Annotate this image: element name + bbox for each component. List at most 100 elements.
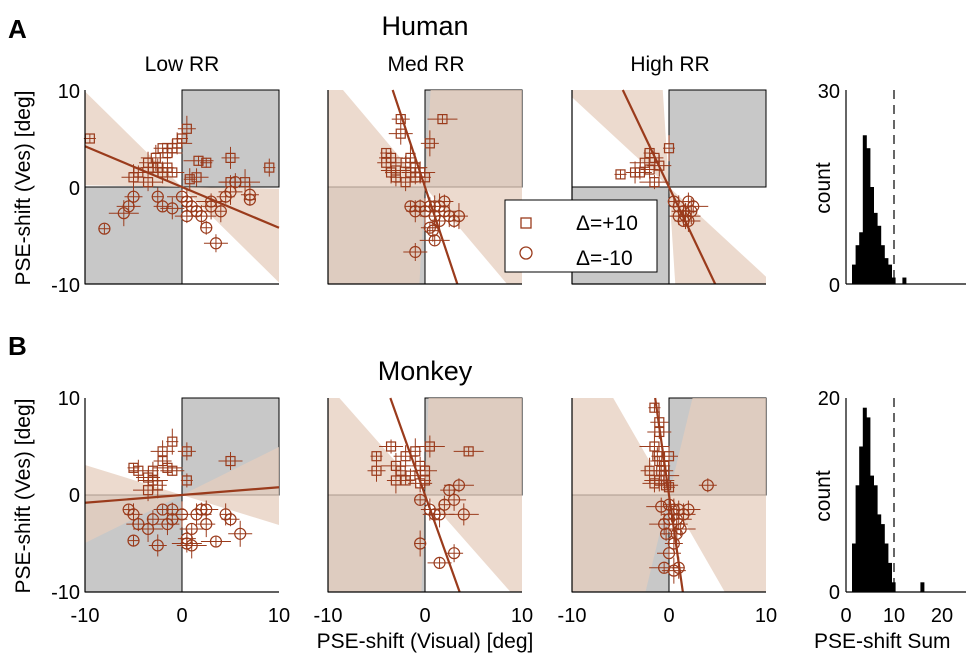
- data-point-plus: [142, 485, 154, 496]
- histogram-bar: [866, 148, 871, 284]
- data-point-minus: [98, 222, 111, 235]
- histogram-bar: [920, 582, 925, 592]
- data-point-minus: [448, 493, 461, 506]
- histogram-bar: [884, 258, 889, 284]
- histogram-bar: [855, 245, 860, 284]
- data-point-minus: [457, 508, 470, 521]
- data-point-minus: [701, 479, 714, 492]
- data-point-minus: [161, 517, 174, 531]
- histogram-bar: [855, 485, 860, 592]
- data-point-minus: [448, 547, 461, 560]
- histogram-bar: [859, 446, 864, 592]
- regression-line: [84, 145, 280, 229]
- data-point-plus: [371, 465, 382, 476]
- y-axis-label-bottom: PSE-shift (Ves) [deg]: [12, 399, 35, 594]
- hist-bot-tick-20: 20: [818, 388, 840, 410]
- tick-bot-yneg10: -10: [51, 582, 80, 604]
- data-point-minus: [452, 479, 466, 492]
- data-point-plus: [410, 172, 421, 183]
- data-point-minus: [151, 190, 164, 203]
- data-point-plus: [424, 441, 435, 452]
- hist-top-tick-0: 0: [829, 275, 840, 297]
- histogram-bar: [888, 264, 892, 284]
- data-point-minus: [677, 508, 690, 521]
- data-point-minus: [190, 205, 203, 218]
- hist-bot-tick-0: 0: [829, 582, 840, 604]
- col-title-med-rr: Med RR: [387, 53, 464, 76]
- data-point-minus: [438, 498, 451, 511]
- regression-line: [389, 397, 461, 593]
- data-point-plus: [152, 480, 163, 491]
- hist-tick-x10: 10: [883, 605, 905, 627]
- confidence-band: [328, 398, 425, 592]
- hist-tick-x20: 20: [931, 605, 953, 627]
- tick-x-low-neg10: -10: [71, 605, 100, 627]
- data-point-plus: [225, 455, 236, 467]
- data-point-minus: [423, 221, 436, 234]
- row-title-monkey: Monkey: [378, 356, 473, 386]
- histogram-bar: [880, 245, 885, 284]
- tick-top-y0: 0: [69, 178, 80, 200]
- histogram-bar: [870, 187, 874, 284]
- histogram-bar: [891, 582, 896, 592]
- data-point-minus: [224, 513, 237, 526]
- data-point-minus: [433, 556, 446, 570]
- data-point-minus: [433, 508, 446, 521]
- panel-B-med: [327, 397, 523, 593]
- data-point-minus: [662, 513, 676, 526]
- hist-bot-ylabel: count: [812, 470, 835, 522]
- data-point-minus: [127, 190, 140, 203]
- legend-circle-marker: [519, 246, 533, 260]
- data-point-minus: [414, 537, 427, 550]
- data-point-plus: [415, 478, 426, 489]
- tick-x-low-10: 10: [268, 605, 290, 627]
- histogram-panels: [845, 90, 966, 593]
- confidence-band: [669, 398, 766, 592]
- data-point-plus: [654, 160, 665, 171]
- panel-label-a: A: [8, 14, 27, 44]
- histogram-bar: [880, 524, 885, 592]
- data-point-minus: [200, 221, 213, 234]
- hist-x-label: PSE-shift Sum: [814, 630, 951, 653]
- data-point-minus: [667, 537, 680, 550]
- scatter-panels: [83, 89, 767, 593]
- data-point-minus: [452, 210, 466, 223]
- panel-B-low: [84, 397, 280, 593]
- tick-x-high-0: 0: [663, 605, 674, 627]
- data-point-minus: [132, 517, 145, 531]
- data-point-plus: [437, 113, 448, 125]
- data-point-minus: [219, 508, 232, 521]
- data-point-plus: [405, 152, 416, 163]
- data-point-minus: [685, 205, 698, 218]
- data-point-minus: [166, 503, 179, 516]
- tick-x-high-10: 10: [755, 605, 777, 627]
- data-point-minus: [166, 202, 179, 215]
- data-point-minus: [433, 214, 446, 228]
- x-axis-label: PSE-shift (Visual) [deg]: [317, 630, 534, 653]
- data-point-plus: [181, 123, 192, 134]
- data-point-minus: [448, 214, 461, 228]
- legend-square-marker: [520, 217, 532, 229]
- data-point-plus: [644, 164, 655, 175]
- confidence-band: [425, 398, 522, 592]
- data-point-minus: [672, 210, 685, 223]
- data-point-plus: [181, 446, 192, 457]
- data-point-plus: [663, 451, 675, 462]
- panel-A-low: [83, 89, 280, 285]
- confidence-band: [572, 398, 669, 592]
- tick-x-low-0: 0: [176, 605, 187, 627]
- data-point-minus: [127, 534, 140, 547]
- data-point-plus: [225, 152, 236, 163]
- legend-box: [504, 199, 658, 273]
- histogram-B-hist: [845, 398, 966, 593]
- tick-top-y10: 10: [58, 81, 80, 103]
- quadrant-shade: [668, 89, 767, 188]
- data-point-plus: [264, 162, 275, 173]
- tick-top-yneg10: -10: [51, 275, 80, 297]
- data-point-plus: [649, 402, 660, 413]
- data-point-minus: [185, 200, 198, 213]
- data-point-plus: [654, 426, 665, 438]
- data-point-plus: [663, 482, 675, 493]
- tick-bot-y10: 10: [58, 388, 80, 410]
- legend: Δ=+10 Δ=-10: [504, 199, 658, 273]
